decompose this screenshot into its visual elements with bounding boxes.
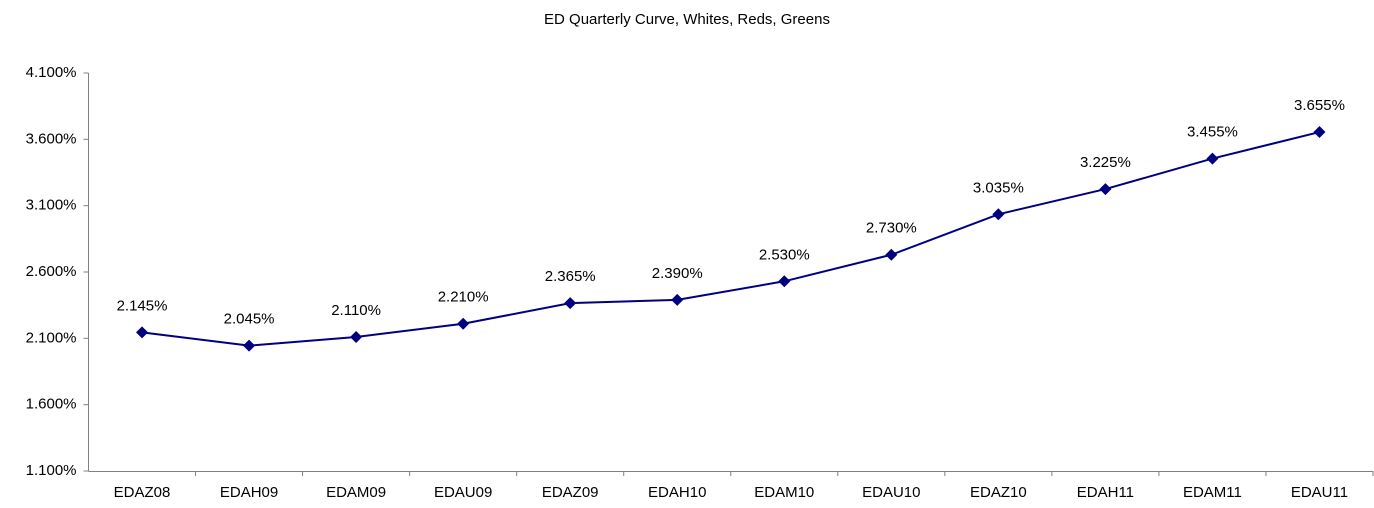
data-label: 3.035% bbox=[973, 179, 1024, 196]
y-tick-label: 3.100% bbox=[26, 197, 77, 214]
data-label: 2.145% bbox=[117, 297, 168, 314]
x-tick-label: EDAU11 bbox=[1291, 484, 1348, 501]
marker bbox=[778, 275, 791, 288]
marker bbox=[350, 331, 363, 344]
data-label: 2.210% bbox=[438, 289, 489, 306]
data-label: 2.045% bbox=[224, 311, 275, 328]
data-label: 3.655% bbox=[1294, 97, 1345, 114]
marker bbox=[243, 339, 256, 352]
data-label: 2.730% bbox=[866, 220, 917, 237]
marker bbox=[671, 293, 684, 306]
data-label: 3.455% bbox=[1187, 124, 1238, 141]
chart-title: ED Quarterly Curve, Whites, Reds, Greens bbox=[544, 11, 830, 28]
x-tick-label: EDAH10 bbox=[648, 484, 706, 501]
marker bbox=[1313, 126, 1326, 139]
data-label: 2.530% bbox=[759, 246, 810, 263]
y-tick-label: 1.100% bbox=[26, 462, 77, 479]
marker bbox=[1206, 152, 1219, 165]
marker bbox=[457, 317, 470, 330]
data-label: 2.390% bbox=[652, 265, 703, 282]
line bbox=[141, 131, 1320, 347]
x-tick-label: EDAU09 bbox=[434, 484, 492, 501]
x-tick-label: EDAZ09 bbox=[542, 484, 599, 501]
data-label: 2.110% bbox=[331, 302, 381, 319]
y-tick-label: 2.600% bbox=[26, 263, 77, 280]
marker bbox=[136, 326, 149, 339]
y-tick-label: 1.600% bbox=[26, 396, 77, 413]
x-tick-label: EDAM11 bbox=[1183, 484, 1242, 501]
y-tick-label: 4.100% bbox=[26, 64, 77, 81]
y-tick-label: 2.100% bbox=[26, 329, 77, 346]
marker bbox=[1099, 183, 1112, 196]
x-tick-label: EDAH09 bbox=[220, 484, 278, 501]
x-tick-label: EDAM10 bbox=[754, 484, 814, 501]
data-label: 2.365% bbox=[545, 268, 596, 285]
marker bbox=[992, 208, 1005, 221]
x-tick-label: EDAM09 bbox=[326, 484, 386, 501]
x-tick-label: EDAZ10 bbox=[970, 484, 1027, 501]
marker bbox=[885, 248, 898, 261]
x-tick-label: EDAH11 bbox=[1077, 484, 1134, 501]
x-tick-label: EDAZ08 bbox=[114, 484, 171, 501]
marker bbox=[564, 297, 577, 310]
data-label: 3.225% bbox=[1080, 154, 1131, 171]
y-tick-label: 3.600% bbox=[26, 130, 77, 147]
x-tick-label: EDAU10 bbox=[862, 484, 920, 501]
